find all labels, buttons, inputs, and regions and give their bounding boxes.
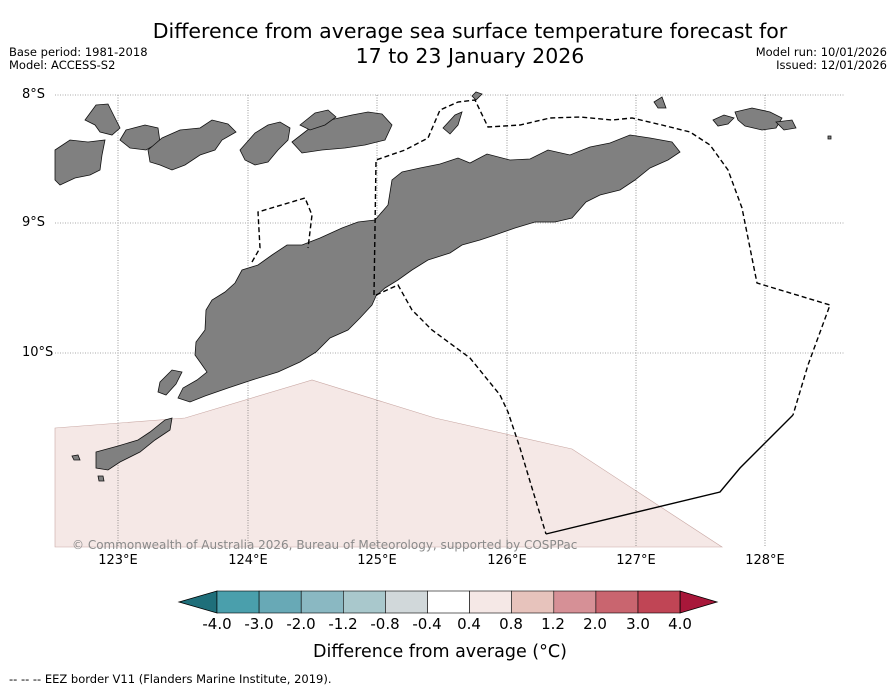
islet-2 [471,91,483,101]
colorbar-tick: 0.8 [499,615,523,633]
title-line-2: 17 to 23 January 2026 [355,44,585,68]
title-line-1: Difference from average sea surface temp… [152,19,788,43]
babar-island [734,107,783,131]
colorbar-tick: 0.4 [457,615,481,633]
colorbar-tick: -0.8 [370,615,400,633]
ndao-islet [71,454,81,461]
colorbar-tick: -0.4 [412,615,442,633]
east-islet [827,135,832,140]
colorbar-segment [300,590,344,614]
colorbar-segment [553,590,597,614]
colorbar-tick: 2.0 [583,615,607,633]
lat-label-9s: 9°S [22,215,46,230]
lon-label-125e: 125°E [357,553,397,568]
model-run: Model run: 10/01/2026 [755,45,887,59]
colorbar-tick: 4.0 [668,615,692,633]
lat-label-10s: 10°S [22,345,54,360]
footer-legend: -- -- -- EEZ border V11 (Flanders Marine… [9,672,332,686]
eez-north [373,99,831,416]
islet-3 [653,96,667,109]
colorbar-segment [595,590,639,614]
colorbar-tick: -4.0 [202,615,232,633]
colorbar-segment [637,590,681,614]
eez-enclave [251,197,313,263]
semau-islet [157,369,183,396]
alor-east [147,119,237,171]
meta-left: Base period: 1981-2018 Model: ACCESS-S2 [9,46,148,72]
colorbar-segment [258,590,302,614]
babar-east [775,119,797,131]
colorbar-segment [216,590,260,614]
colorbar-arrow-low [177,590,218,614]
timor-island [177,134,681,403]
lon-label-124e: 124°E [228,553,268,568]
copyright-notice: © Commonwealth of Australia 2026, Bureau… [72,538,578,552]
eez-southeast [545,414,794,535]
lon-label-126e: 126°E [487,553,527,568]
map-title: Difference from average sea surface temp… [140,19,800,69]
atauro-islet [299,109,337,131]
eez-border [251,99,831,535]
eez-south [375,284,547,535]
colorbar-tick: -3.0 [244,615,274,633]
issued-date: Issued: 12/01/2026 [776,58,887,72]
dao-islet [97,475,105,482]
colorbar-segment [385,590,428,614]
meta-right: Model run: 10/01/2026 Issued: 12/01/2026 [756,46,887,72]
flores-islet [84,103,121,136]
colorbar-tick: 1.2 [541,615,565,633]
islet-1 [442,111,463,135]
model-name: Model: ACCESS-S2 [9,58,116,72]
base-period: Base period: 1981-2018 [9,45,148,59]
colorbar-segment [342,590,386,614]
lon-label-123e: 123°E [98,553,138,568]
flores-east [54,139,106,186]
lat-label-8s: 8°S [22,87,46,102]
alor-west [119,124,161,151]
land [54,91,832,482]
wetar-west [239,121,291,166]
lon-label-127e: 127°E [616,553,656,568]
colorbar-arrow-high [679,590,719,614]
colorbar-segment [511,590,555,614]
colorbar-tick: -1.2 [328,615,358,633]
colorbar-label: Difference from average (°C) [313,642,567,662]
babar-islet [712,114,735,127]
colorbar-segment [469,590,513,614]
lon-label-128e: 128°E [745,553,785,568]
colorbar-segment [427,590,470,614]
anomaly-region [54,379,724,548]
colorbar-tick: -2.0 [286,615,316,633]
rote-island [95,417,173,471]
colorbar-tick: 3.0 [626,615,650,633]
